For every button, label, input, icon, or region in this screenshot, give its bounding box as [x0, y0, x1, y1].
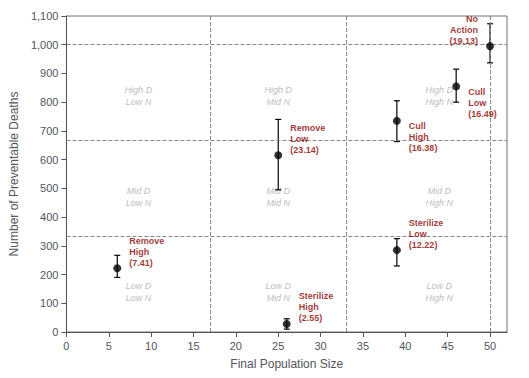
- svg-text:500: 500: [40, 182, 58, 194]
- svg-text:Mid N: Mid N: [266, 97, 290, 107]
- svg-text:40: 40: [399, 340, 411, 352]
- svg-text:(23.14): (23.14): [290, 145, 319, 155]
- svg-text:600: 600: [40, 154, 58, 166]
- svg-text:Low N: Low N: [126, 97, 152, 107]
- svg-text:25: 25: [272, 340, 284, 352]
- svg-text:Final Population Size: Final Population Size: [230, 357, 343, 371]
- svg-text:Low D: Low D: [426, 281, 452, 291]
- svg-text:10: 10: [145, 340, 157, 352]
- svg-text:Low: Low: [468, 98, 487, 108]
- svg-text:5: 5: [106, 340, 112, 352]
- svg-text:(16.38): (16.38): [409, 143, 438, 153]
- svg-text:Low D: Low D: [126, 281, 152, 291]
- svg-text:Mid N: Mid N: [266, 198, 290, 208]
- svg-text:High N: High N: [425, 293, 453, 303]
- svg-text:Cull: Cull: [468, 87, 485, 97]
- svg-text:Action: Action: [450, 25, 478, 35]
- svg-text:300: 300: [40, 240, 58, 252]
- svg-text:Cull: Cull: [409, 121, 426, 131]
- svg-text:15: 15: [187, 340, 199, 352]
- svg-text:High N: High N: [425, 198, 453, 208]
- svg-text:Mid D: Mid D: [266, 186, 290, 196]
- svg-text:45: 45: [442, 340, 454, 352]
- svg-text:400: 400: [40, 211, 58, 223]
- svg-text:800: 800: [40, 96, 58, 108]
- svg-text:Mid N: Mid N: [266, 293, 290, 303]
- svg-text:0: 0: [63, 340, 69, 352]
- svg-text:35: 35: [357, 340, 369, 352]
- svg-text:0: 0: [52, 326, 58, 338]
- svg-text:Low D: Low D: [265, 281, 291, 291]
- svg-text:50: 50: [484, 340, 496, 352]
- svg-text:200: 200: [40, 269, 58, 281]
- svg-text:100: 100: [40, 297, 58, 309]
- svg-text:Mid D: Mid D: [127, 186, 151, 196]
- svg-text:Low: Low: [409, 229, 428, 239]
- svg-text:Number of Preventable Deaths: Number of Preventable Deaths: [7, 92, 21, 257]
- svg-text:1,100: 1,100: [31, 10, 59, 22]
- svg-text:Low N: Low N: [126, 198, 152, 208]
- svg-text:900: 900: [40, 67, 58, 79]
- svg-text:(2.55): (2.55): [299, 313, 323, 323]
- svg-text:20: 20: [230, 340, 242, 352]
- svg-text:(7.41): (7.41): [129, 258, 153, 268]
- svg-text:(12.22): (12.22): [409, 240, 438, 250]
- svg-text:High D: High D: [125, 85, 153, 95]
- svg-text:30: 30: [314, 340, 326, 352]
- svg-text:(16.49): (16.49): [468, 109, 497, 119]
- svg-text:Remove: Remove: [129, 236, 164, 246]
- svg-text:High D: High D: [425, 85, 453, 95]
- svg-text:High D: High D: [264, 85, 292, 95]
- svg-text:No: No: [466, 14, 478, 24]
- svg-text:Low: Low: [290, 134, 309, 144]
- svg-text:1,000: 1,000: [31, 39, 59, 51]
- svg-text:High: High: [409, 132, 429, 142]
- svg-text:Low N: Low N: [126, 293, 152, 303]
- svg-text:Remove: Remove: [290, 123, 325, 133]
- svg-text:Mid D: Mid D: [427, 186, 451, 196]
- svg-text:High N: High N: [425, 97, 453, 107]
- svg-text:Sterilize: Sterilize: [299, 291, 334, 301]
- svg-text:Sterilize: Sterilize: [409, 218, 444, 228]
- svg-text:(19.13): (19.13): [450, 36, 479, 46]
- svg-text:High: High: [299, 302, 319, 312]
- svg-text:High: High: [129, 247, 149, 257]
- svg-text:700: 700: [40, 125, 58, 137]
